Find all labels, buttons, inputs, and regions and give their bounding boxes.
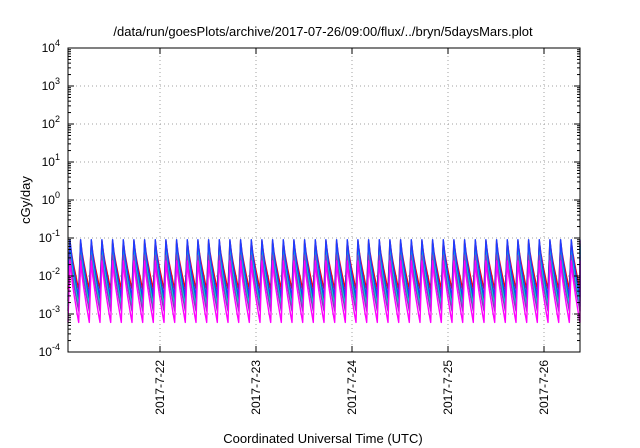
y-tick-label: 101 [42, 152, 60, 169]
y-tick-label: 103 [42, 76, 60, 93]
y-tick-label: 10-1 [39, 228, 60, 245]
x-axis-label: Coordinated Universal Time (UTC) [223, 431, 422, 446]
y-tick-label: 102 [42, 114, 60, 131]
y-axis-ticks: 10-4 10-3 10-2 10-1 100 101 102 103 104 [39, 38, 580, 359]
y-tick-label: 104 [42, 38, 60, 55]
chart-title: /data/run/goesPlots/archive/2017-07-26/0… [113, 24, 533, 39]
series-layer [67, 239, 581, 324]
x-tick-label: 2017-7-23 [249, 360, 263, 415]
series-line-5 [67, 254, 581, 312]
y-axis-label: cGy/day [18, 176, 33, 224]
x-tick-label: 2017-7-26 [537, 360, 551, 415]
series-line-6 [67, 260, 581, 324]
x-tick-label: 2017-7-22 [153, 360, 167, 415]
y-tick-label: 100 [42, 190, 60, 207]
y-tick-label: 10-4 [39, 342, 60, 359]
x-tick-label: 2017-7-25 [441, 360, 455, 415]
x-tick-label: 2017-7-24 [345, 360, 359, 415]
y-tick-label: 10-3 [39, 304, 60, 321]
y-tick-label: 10-2 [39, 266, 60, 283]
x-axis-ticks: 2017-7-22 2017-7-23 2017-7-24 2017-7-25 2017… [153, 48, 551, 415]
series-line-4 [67, 239, 581, 298]
